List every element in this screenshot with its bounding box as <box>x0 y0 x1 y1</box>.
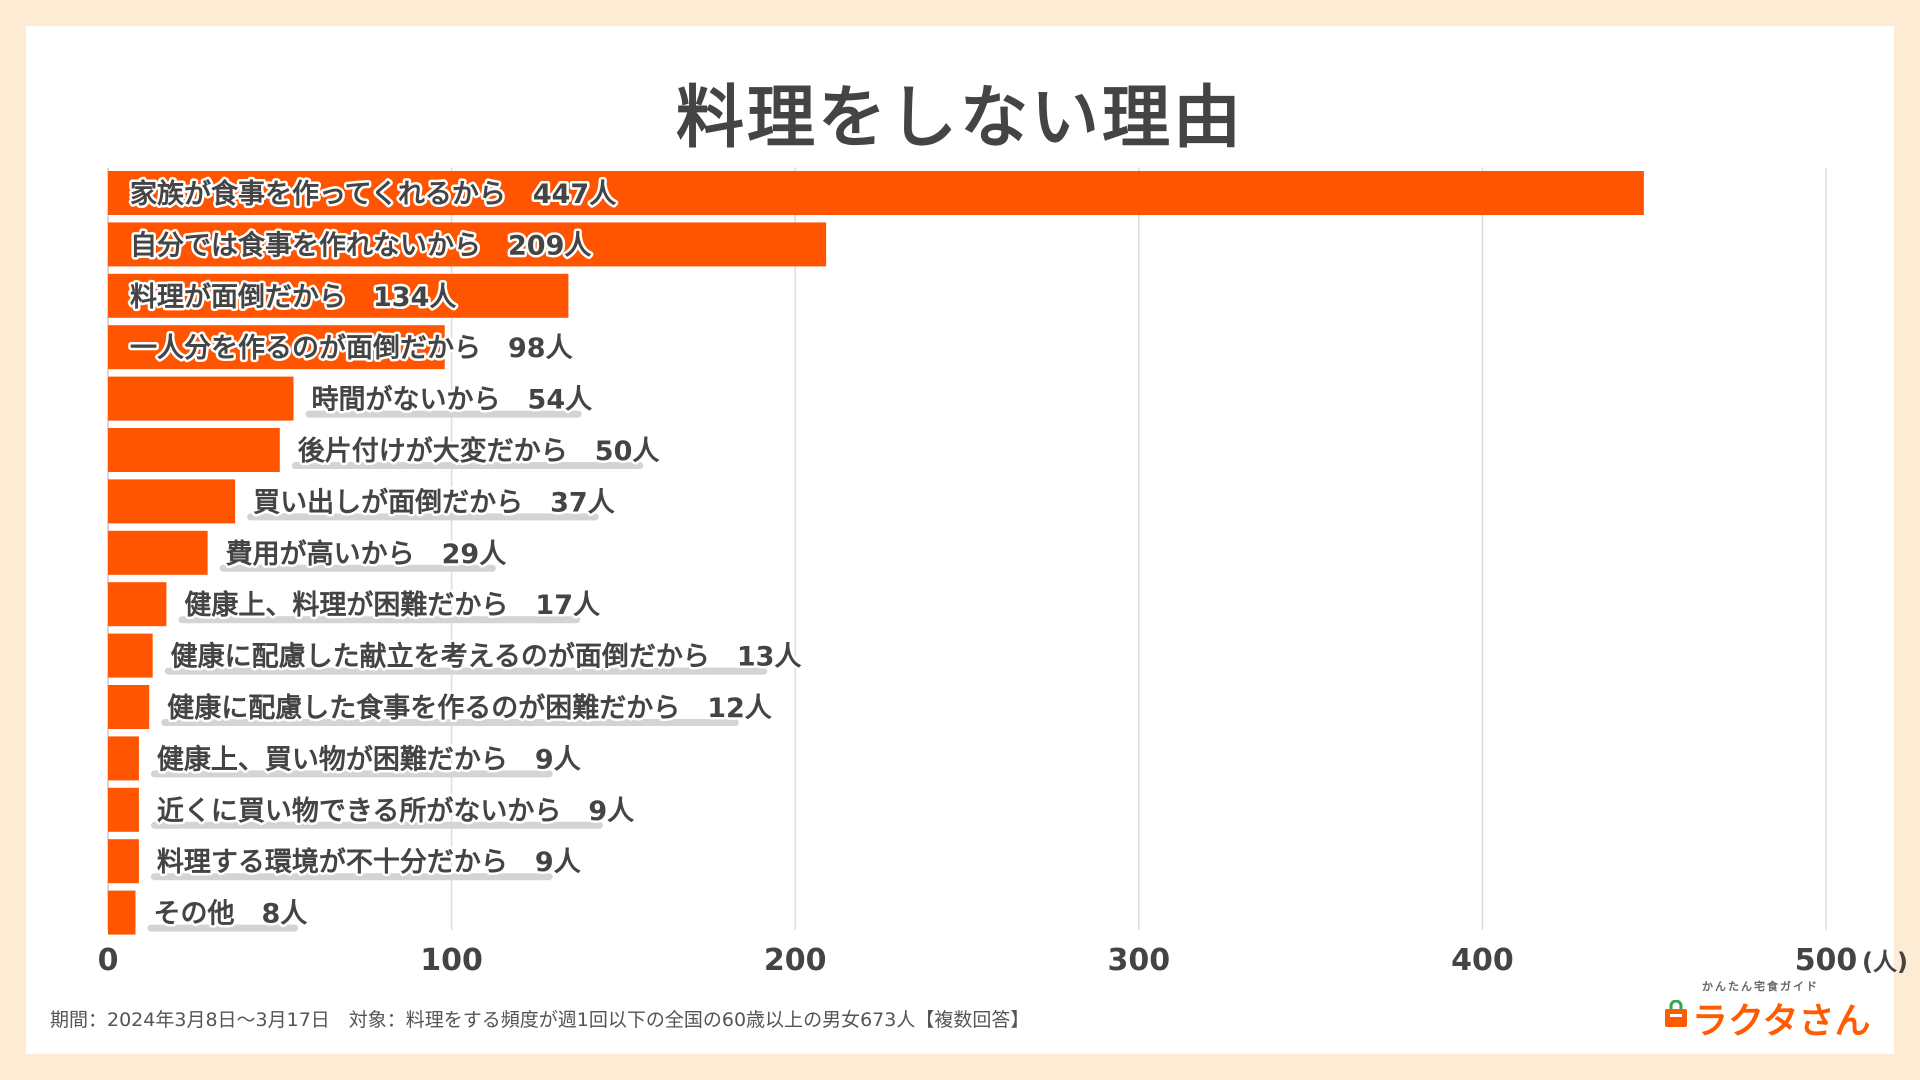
bar <box>108 633 153 678</box>
x-tick-label: 300 <box>1107 943 1170 978</box>
x-tick-label: 0 <box>98 943 119 978</box>
label-underline <box>247 513 599 521</box>
bar <box>108 685 150 729</box>
label-underline <box>150 821 603 829</box>
chart-title: 料理をしない理由 <box>675 79 1244 158</box>
bar-label: 買い出しが面倒だから 37人 <box>253 486 615 518</box>
bar-label: 一人分を作るのが面倒だから 98人 <box>130 332 573 364</box>
bar <box>108 890 136 935</box>
label-underline <box>147 924 299 932</box>
x-tick-label: 200 <box>764 943 827 978</box>
label-underline <box>164 667 768 675</box>
x-tick-label: 100 <box>420 943 483 978</box>
bar <box>108 582 167 627</box>
footnote: 期間：2024年3月8日〜3月17日 対象：料理をする頻度が週1回以下の全国の6… <box>50 1009 1030 1031</box>
bar-chart: 0 100 200 300 400 500 (人) 家族が食事を作ってくれるから 447人自分… <box>98 168 1908 978</box>
bar <box>108 839 139 884</box>
label-underline <box>219 564 496 572</box>
bar-label: 費用が高いから 29人 <box>226 538 507 570</box>
x-tick-label: 400 <box>1451 943 1514 978</box>
logo-name: ラクタさん <box>1692 1001 1871 1042</box>
logo-tagline: かんたん宅食ガイド <box>1702 980 1819 993</box>
bar <box>108 376 294 421</box>
bar <box>108 171 1644 215</box>
bar-label: 健康に配慮した献立を考えるのが面倒だから 13人 <box>171 641 802 673</box>
bar-label: 近くに買い物できる所がないから 9人 <box>157 795 634 827</box>
x-unit-label: (人) <box>1862 948 1908 976</box>
bar-label: 健康上、買い物が困難だから 9人 <box>157 743 581 775</box>
bar <box>108 428 280 472</box>
bar-label: 家族が食事を作ってくれるから 447人 <box>130 178 616 210</box>
shopping-bag-icon <box>1665 1000 1687 1027</box>
bar-label: 健康上、料理が困難だから 17人 <box>184 589 600 621</box>
label-underline <box>305 410 582 418</box>
bar <box>108 736 139 781</box>
x-tick-label: 500 <box>1795 943 1858 978</box>
label-underline <box>150 770 553 778</box>
bar-label: 健康に配慮した食事を作るのが困難だから 12人 <box>167 692 772 724</box>
bar-label: 時間がないから 54人 <box>312 384 593 416</box>
bar-label: 料理が面倒だから 134人 <box>130 281 456 313</box>
label-underline <box>161 719 739 726</box>
bar <box>108 273 569 318</box>
bar-label: その他 8人 <box>153 899 307 930</box>
brand-logo: かんたん宅食ガイド ラクタさん <box>1662 978 1882 1042</box>
bar-label: 料理する環境が不十分だから 9人 <box>157 846 581 878</box>
bar-label: 後片付けが大変だから 50人 <box>298 435 660 467</box>
label-underline <box>178 616 581 624</box>
label-underline <box>150 873 553 881</box>
bar <box>108 325 445 370</box>
bar <box>108 787 139 832</box>
label-underline <box>291 462 644 469</box>
bar <box>108 479 236 524</box>
bar <box>108 222 827 267</box>
bar-label: 自分では食事を作れないから 209人 <box>130 229 591 261</box>
bar <box>108 530 208 575</box>
